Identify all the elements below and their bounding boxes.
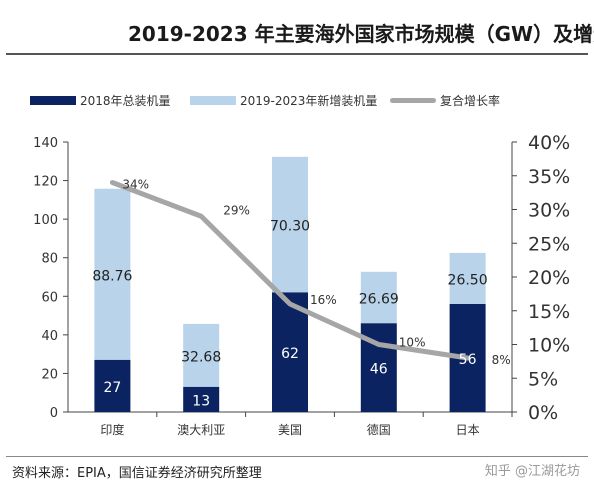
data-label-2018: 46 (370, 362, 388, 378)
bar-new-segment (449, 252, 486, 304)
data-label-new: 26.69 (359, 292, 399, 308)
watermark: 知乎 @江湖花坊 (484, 464, 580, 479)
legend-swatch-installed-2018 (30, 96, 76, 105)
y-right-tick-label: 0% (528, 402, 558, 424)
y-left-tick-label: 100 (33, 213, 58, 228)
y-left-tick-label: 40 (41, 329, 58, 344)
cagr-data-label: 34% (122, 178, 149, 192)
x-tick-label: 美国 (278, 423, 302, 437)
y-right-tick-label: 10% (528, 335, 570, 357)
cagr-data-label: 8% (492, 353, 511, 367)
bar-new-segment (94, 188, 131, 360)
y-right-tick-label: 20% (528, 267, 570, 289)
source-note: 资料来源：EPIA，国信证券经济研究所整理 (12, 466, 262, 481)
legend-label-cagr: 复合增长率 (440, 94, 501, 108)
data-label-new: 32.68 (181, 349, 221, 365)
stacked-bar-chart: 0 20 40 60 80 100 120 140 0% 5% 10% 15% 20% 25% 30% 35%… (33, 132, 570, 437)
y-left-tick-label: 20 (41, 367, 58, 382)
bar-2018-segment (183, 386, 220, 412)
cagr-line (109, 180, 471, 361)
cagr-data-label: 16% (310, 293, 337, 307)
x-tick-label: 德国 (367, 422, 391, 437)
y-right-tick-label: 5% (528, 368, 558, 390)
legend-label-new-2019-2023: 2019-2023年新增装机量 (240, 94, 378, 108)
legend-label-installed-2018: 2018年总装机量 (80, 94, 171, 108)
source-rule (6, 456, 588, 457)
bar-2018-segment (272, 292, 308, 412)
y-left-tick-label: 0 (50, 406, 58, 421)
legend-swatch-new-2019-2023 (190, 96, 236, 105)
data-label-new: 70.30 (270, 219, 310, 235)
chart-title: 2019-2023 年主要海外国家市场规模（GW）及增速 (128, 22, 594, 46)
title-block: 2019-2023 年主要海外国家市场规模（GW）及增速 (0, 0, 594, 70)
y-left-tick-label: 120 (33, 175, 58, 190)
data-label-2018: 13 (192, 393, 210, 409)
y-right-tick-label: 40% (528, 132, 570, 154)
cagr-data-label: 29% (223, 203, 250, 217)
y-right-tick-label: 15% (528, 301, 570, 323)
cagr-data-label: 10% (399, 336, 426, 350)
data-label-new: 88.76 (92, 268, 132, 284)
data-label-2018: 62 (281, 346, 299, 362)
y-left-tick-label: 60 (41, 290, 58, 305)
legend-item-new-2019-2023: 2019-2023年新增装机量 (190, 92, 377, 109)
x-tick-label: 印度 (100, 422, 124, 437)
data-label-new: 26.50 (448, 272, 488, 288)
legend-swatch-cagr (390, 98, 436, 103)
bar-2018-segment (94, 359, 131, 412)
x-tick-label: 澳大利亚 (177, 423, 225, 437)
x-tick-label: 日本 (456, 423, 480, 437)
legend-item-installed-2018: 2018年总装机量 (30, 92, 171, 109)
data-label-2018: 56 (459, 352, 477, 368)
bar-new-segment (183, 323, 220, 387)
y-right-tick-label: 35% (528, 166, 570, 188)
y-left-tick-label: 140 (33, 136, 58, 151)
data-label-2018: 27 (103, 380, 121, 396)
bar-new-segment (360, 271, 397, 324)
legend-item-cagr: 复合增长率 (390, 92, 500, 109)
y-left-tick-label: 80 (41, 252, 58, 267)
bar-new-segment (272, 156, 308, 293)
y-right-tick-label: 30% (528, 200, 570, 222)
y-right-tick-label: 25% (528, 233, 570, 255)
title-rule (6, 53, 588, 55)
